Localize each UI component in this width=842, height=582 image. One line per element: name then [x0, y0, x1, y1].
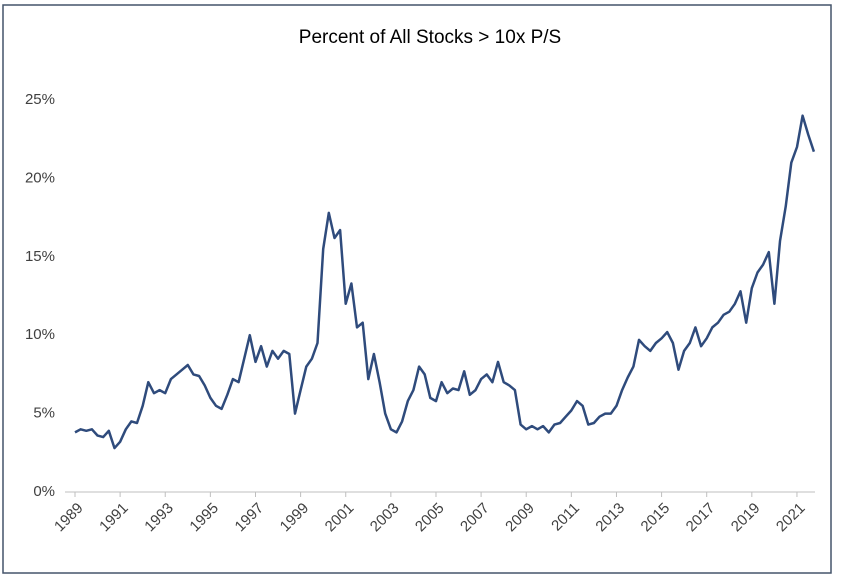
y-tick-label: 5% [33, 405, 55, 422]
chart-title: Percent of All Stocks > 10x P/S [299, 27, 561, 48]
y-tick-label: 25% [25, 91, 55, 108]
data-line [74, 114, 816, 450]
y-tick-label: 0% [33, 483, 55, 500]
y-tick-label: 20% [25, 169, 55, 186]
chart-border [2, 4, 832, 574]
y-tick-label: 10% [25, 326, 55, 343]
y-tick-label: 15% [25, 248, 55, 265]
